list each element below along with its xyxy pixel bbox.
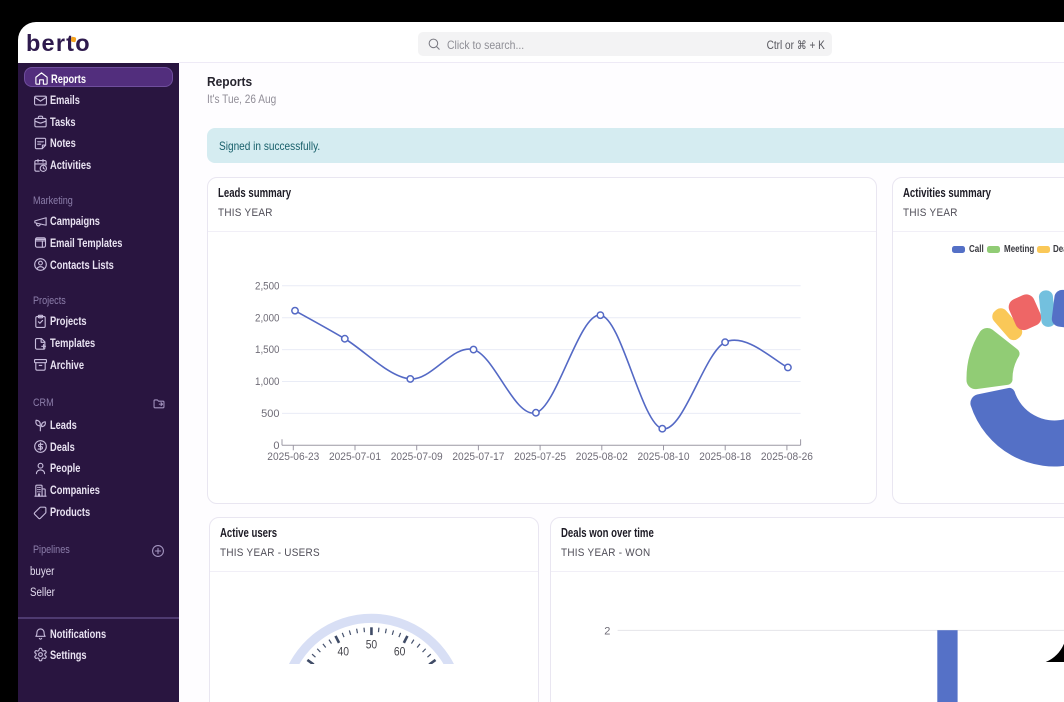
- svg-text:1,500: 1,500: [255, 344, 280, 356]
- svg-text:60: 60: [394, 646, 406, 658]
- svg-text:2025-08-18: 2025-08-18: [699, 451, 751, 463]
- svg-text:2025-07-01: 2025-07-01: [329, 451, 381, 463]
- svg-text:2025-08-02: 2025-08-02: [576, 451, 628, 463]
- svg-text:2025-08-26: 2025-08-26: [761, 451, 813, 463]
- svg-text:40: 40: [338, 646, 350, 658]
- svg-text:2025-07-09: 2025-07-09: [391, 451, 443, 463]
- svg-text:2025-07-17: 2025-07-17: [452, 451, 504, 463]
- svg-text:1,000: 1,000: [255, 376, 280, 388]
- svg-text:2025-07-25: 2025-07-25: [514, 451, 566, 463]
- svg-text:2,000: 2,000: [255, 312, 280, 324]
- svg-text:2025-06-23: 2025-06-23: [267, 451, 319, 463]
- svg-text:2: 2: [604, 625, 610, 637]
- svg-text:2025-08-10: 2025-08-10: [638, 451, 690, 463]
- svg-text:2,500: 2,500: [255, 280, 280, 292]
- svg-text:500: 500: [261, 408, 279, 420]
- svg-text:50: 50: [366, 639, 378, 651]
